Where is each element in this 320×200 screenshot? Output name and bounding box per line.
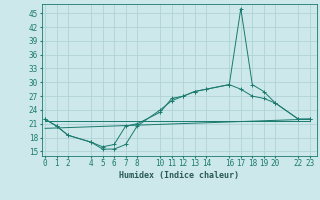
X-axis label: Humidex (Indice chaleur): Humidex (Indice chaleur) <box>119 171 239 180</box>
